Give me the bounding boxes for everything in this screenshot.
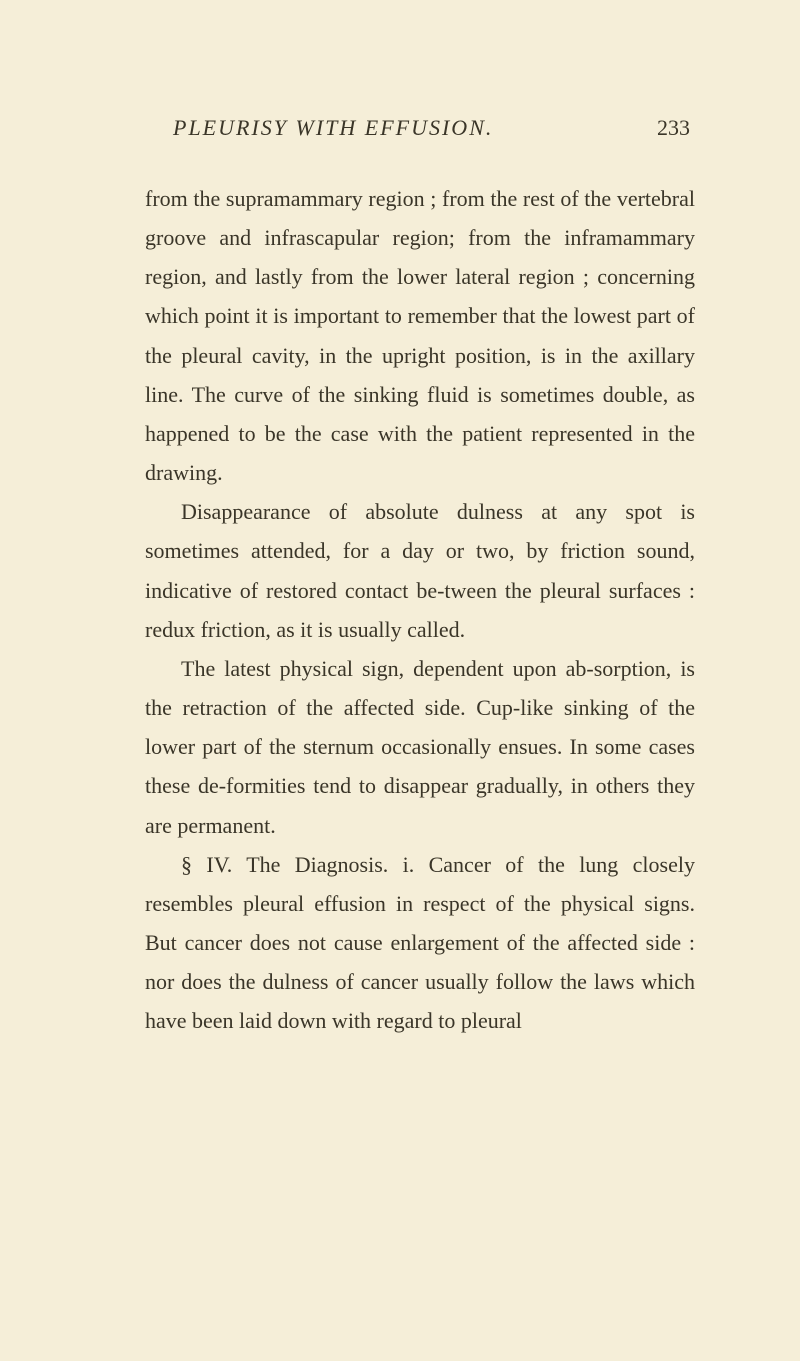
- paragraph-4: § IV. The Diagnosis. i. Cancer of the lu…: [145, 845, 695, 1041]
- paragraph-3: The latest physical sign, dependent upon…: [145, 649, 695, 845]
- page-number: 233: [657, 115, 690, 141]
- paragraph-2: Disappearance of absolute dulness at any…: [145, 492, 695, 649]
- paragraph-1: from the supramammary region ; from the …: [145, 179, 695, 492]
- page-header: PLEURISY WITH EFFUSION. 233: [145, 115, 695, 141]
- header-title: PLEURISY WITH EFFUSION.: [173, 115, 493, 141]
- body-text: from the supramammary region ; from the …: [145, 179, 695, 1040]
- page-container: PLEURISY WITH EFFUSION. 233 from the sup…: [0, 0, 800, 1361]
